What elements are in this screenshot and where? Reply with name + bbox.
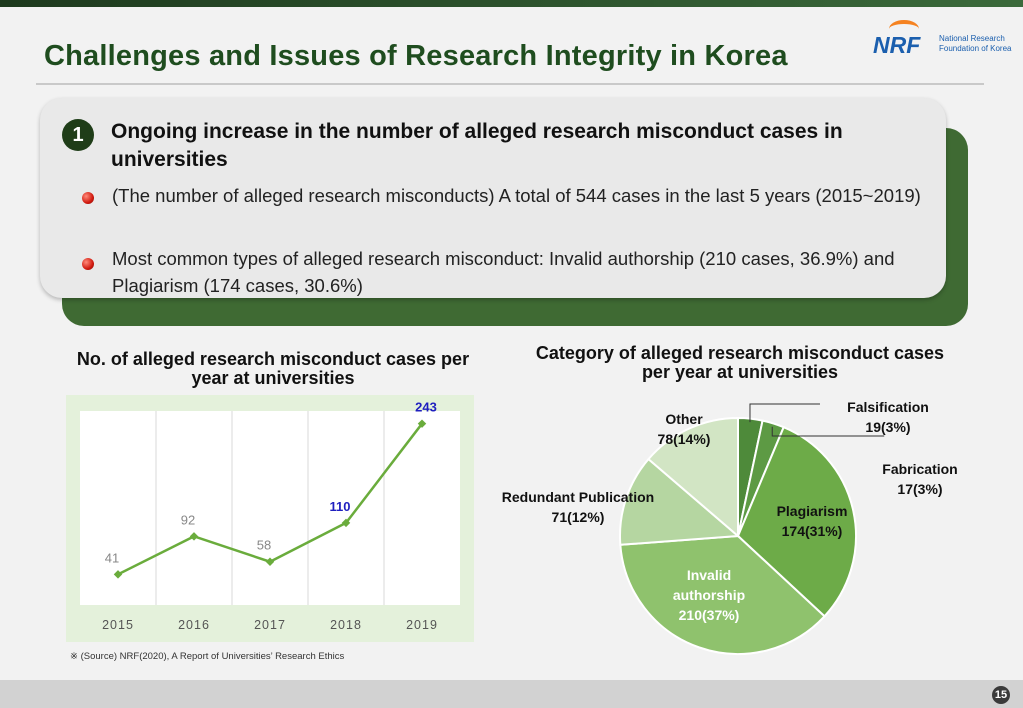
title-divider xyxy=(36,83,984,85)
slice-category-label: Falsification xyxy=(847,399,929,415)
slice-value-label: 71(12%) xyxy=(552,509,605,525)
x-tick-label: 2018 xyxy=(330,618,362,632)
bullet-icon xyxy=(82,192,100,206)
line-chart-title: No. of alleged research misconduct cases… xyxy=(76,349,470,388)
x-tick-label: 2015 xyxy=(102,618,134,632)
pie-slice xyxy=(647,416,739,539)
logo-line-1: National Research xyxy=(939,34,1005,43)
logo-abbr: NRF xyxy=(873,32,921,58)
data-point xyxy=(341,518,351,528)
data-point xyxy=(417,419,427,428)
slice-category-label: Other xyxy=(665,411,703,427)
top-bar xyxy=(0,0,1023,7)
data-point xyxy=(189,532,199,541)
logo-name: National Research Foundation of Korea xyxy=(939,34,1012,54)
slice-value-label: 210(37%) xyxy=(679,607,740,623)
page-number: 15 xyxy=(992,686,1010,704)
line-chart: 41 2015 92 2016 58 2017 110 2018 243 2019 xyxy=(66,395,474,642)
x-tick-label: 2019 xyxy=(406,618,438,632)
slice-category-label: Redundant Publication xyxy=(502,489,654,505)
slice-value-label: 78(14%) xyxy=(658,431,711,447)
pie-slice xyxy=(619,457,741,546)
slide-title: Challenges and Issues of Research Integr… xyxy=(44,40,788,72)
data-label: 58 xyxy=(257,538,271,553)
leader-line xyxy=(749,403,820,423)
footer-bar xyxy=(0,680,1023,708)
pie-slice xyxy=(736,425,857,618)
slice-value-label: 19(3%) xyxy=(865,419,910,435)
data-label: 110 xyxy=(330,499,351,514)
x-tick-label: 2017 xyxy=(254,618,286,632)
x-tick-label: 2016 xyxy=(178,618,210,632)
bullet-text-1: (The number of alleged research miscondu… xyxy=(112,185,921,206)
bullet-text-2: Most common types of alleged research mi… xyxy=(112,248,895,296)
slice-category-label: Invalid xyxy=(687,567,731,583)
logo-arc-icon xyxy=(889,20,919,38)
pie-slice xyxy=(619,534,826,655)
leader-line xyxy=(771,426,885,437)
source-note: ※ (Source) NRF(2020), A Report of Univer… xyxy=(70,651,345,662)
slice-category-label: Fabrication xyxy=(882,461,957,477)
summary-card xyxy=(40,98,946,298)
section-heading: Ongoing increase in the number of allege… xyxy=(111,120,843,171)
pie-chart-title: Category of alleged research misconduct … xyxy=(535,343,945,382)
slice-value-label: 174(31%) xyxy=(782,523,843,539)
data-label: 41 xyxy=(105,550,119,565)
section-number-badge: 1 xyxy=(62,119,94,151)
data-label: 92 xyxy=(181,512,195,527)
bullet-icon xyxy=(82,258,100,272)
nrf-logo: NRF National Research Foundation of Kore… xyxy=(873,20,1013,70)
logo-line-2: Foundation of Korea xyxy=(939,44,1012,53)
slice-value-label: 17(3%) xyxy=(897,481,942,497)
data-point xyxy=(265,557,275,566)
pie-chart: Falsification 19(3%) Fabrication 17(3%) Plag… xyxy=(502,399,958,655)
plot-area xyxy=(80,411,460,605)
data-label: 243 xyxy=(415,400,437,415)
slice-category-label: authorship xyxy=(673,587,745,603)
slice-category-label: Plagiarism xyxy=(777,503,848,519)
